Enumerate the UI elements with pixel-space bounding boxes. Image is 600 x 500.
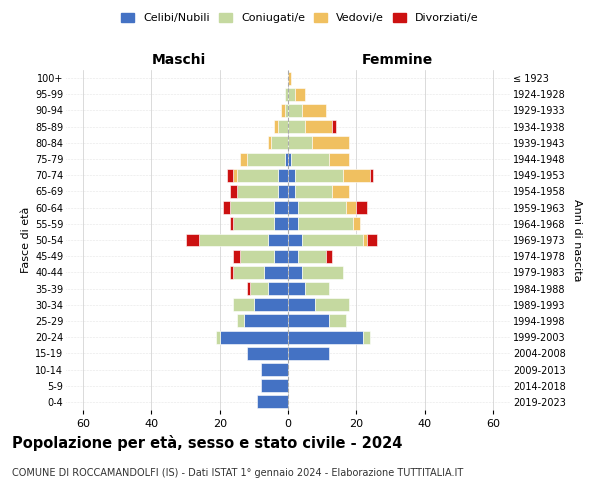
Text: Popolazione per età, sesso e stato civile - 2024: Popolazione per età, sesso e stato civil… bbox=[12, 435, 403, 451]
Bar bbox=[264, 266, 288, 279]
Bar bbox=[343, 169, 370, 181]
Bar bbox=[240, 152, 247, 166]
Bar bbox=[288, 185, 295, 198]
Bar bbox=[288, 169, 295, 181]
Bar bbox=[363, 330, 370, 344]
Bar bbox=[305, 282, 329, 295]
Bar bbox=[220, 330, 288, 344]
Bar bbox=[367, 234, 377, 246]
Bar bbox=[233, 250, 240, 262]
Bar bbox=[274, 201, 288, 214]
Bar bbox=[250, 282, 268, 295]
Bar bbox=[295, 88, 305, 101]
Bar bbox=[305, 120, 332, 133]
Y-axis label: Fasce di età: Fasce di età bbox=[20, 207, 31, 273]
Bar bbox=[268, 136, 271, 149]
Bar bbox=[216, 330, 220, 344]
Bar bbox=[233, 266, 264, 279]
Bar bbox=[298, 201, 346, 214]
Bar bbox=[233, 218, 274, 230]
Bar bbox=[284, 104, 288, 117]
Bar bbox=[257, 396, 288, 408]
Bar bbox=[298, 250, 326, 262]
Bar bbox=[288, 234, 302, 246]
Bar bbox=[370, 169, 373, 181]
Bar bbox=[288, 201, 298, 214]
Bar bbox=[227, 169, 233, 181]
Bar bbox=[260, 363, 288, 376]
Bar bbox=[288, 250, 298, 262]
Bar bbox=[298, 218, 353, 230]
Bar bbox=[356, 201, 367, 214]
Bar bbox=[302, 266, 343, 279]
Bar bbox=[240, 250, 274, 262]
Bar bbox=[274, 250, 288, 262]
Bar bbox=[312, 136, 349, 149]
Bar bbox=[278, 120, 288, 133]
Bar bbox=[247, 282, 250, 295]
Bar bbox=[295, 185, 332, 198]
Bar bbox=[288, 298, 316, 311]
Bar bbox=[281, 104, 284, 117]
Bar bbox=[288, 314, 329, 328]
Bar bbox=[295, 169, 343, 181]
Bar bbox=[292, 152, 329, 166]
Y-axis label: Anni di nascita: Anni di nascita bbox=[572, 198, 583, 281]
Bar bbox=[288, 72, 292, 85]
Bar bbox=[237, 169, 278, 181]
Bar bbox=[237, 185, 278, 198]
Bar bbox=[288, 218, 298, 230]
Bar bbox=[260, 379, 288, 392]
Bar bbox=[302, 234, 363, 246]
Bar bbox=[230, 266, 233, 279]
Bar bbox=[329, 152, 349, 166]
Bar bbox=[254, 298, 288, 311]
Bar bbox=[268, 282, 288, 295]
Bar bbox=[247, 347, 288, 360]
Bar bbox=[233, 169, 237, 181]
Bar bbox=[284, 88, 288, 101]
Bar bbox=[237, 314, 244, 328]
Bar bbox=[288, 282, 305, 295]
Bar bbox=[363, 234, 367, 246]
Bar bbox=[278, 185, 288, 198]
Bar bbox=[268, 234, 288, 246]
Bar bbox=[288, 88, 295, 101]
Bar bbox=[223, 201, 230, 214]
Bar bbox=[199, 234, 268, 246]
Text: COMUNE DI ROCCAMANDOLFI (IS) - Dati ISTAT 1° gennaio 2024 - Elaborazione TUTTITA: COMUNE DI ROCCAMANDOLFI (IS) - Dati ISTA… bbox=[12, 468, 463, 477]
Bar bbox=[346, 201, 356, 214]
Bar bbox=[332, 185, 349, 198]
Legend: Celibi/Nubili, Coniugati/e, Vedovi/e, Divorziati/e: Celibi/Nubili, Coniugati/e, Vedovi/e, Di… bbox=[117, 8, 483, 28]
Bar bbox=[288, 330, 363, 344]
Bar bbox=[271, 136, 288, 149]
Bar bbox=[316, 298, 349, 311]
Bar bbox=[288, 120, 305, 133]
Bar bbox=[244, 314, 288, 328]
Text: Maschi: Maschi bbox=[152, 53, 206, 67]
Bar bbox=[230, 185, 237, 198]
Bar bbox=[302, 104, 326, 117]
Bar bbox=[288, 152, 292, 166]
Bar bbox=[332, 120, 336, 133]
Bar bbox=[288, 266, 302, 279]
Bar bbox=[247, 152, 284, 166]
Bar bbox=[230, 201, 274, 214]
Bar bbox=[288, 347, 329, 360]
Bar bbox=[284, 152, 288, 166]
Text: Femmine: Femmine bbox=[362, 53, 433, 67]
Bar bbox=[230, 218, 233, 230]
Bar bbox=[278, 169, 288, 181]
Bar bbox=[233, 298, 254, 311]
Bar bbox=[274, 120, 278, 133]
Bar bbox=[185, 234, 199, 246]
Bar bbox=[329, 314, 346, 328]
Bar bbox=[288, 104, 302, 117]
Bar bbox=[353, 218, 360, 230]
Bar bbox=[288, 136, 312, 149]
Bar bbox=[274, 218, 288, 230]
Bar bbox=[326, 250, 332, 262]
